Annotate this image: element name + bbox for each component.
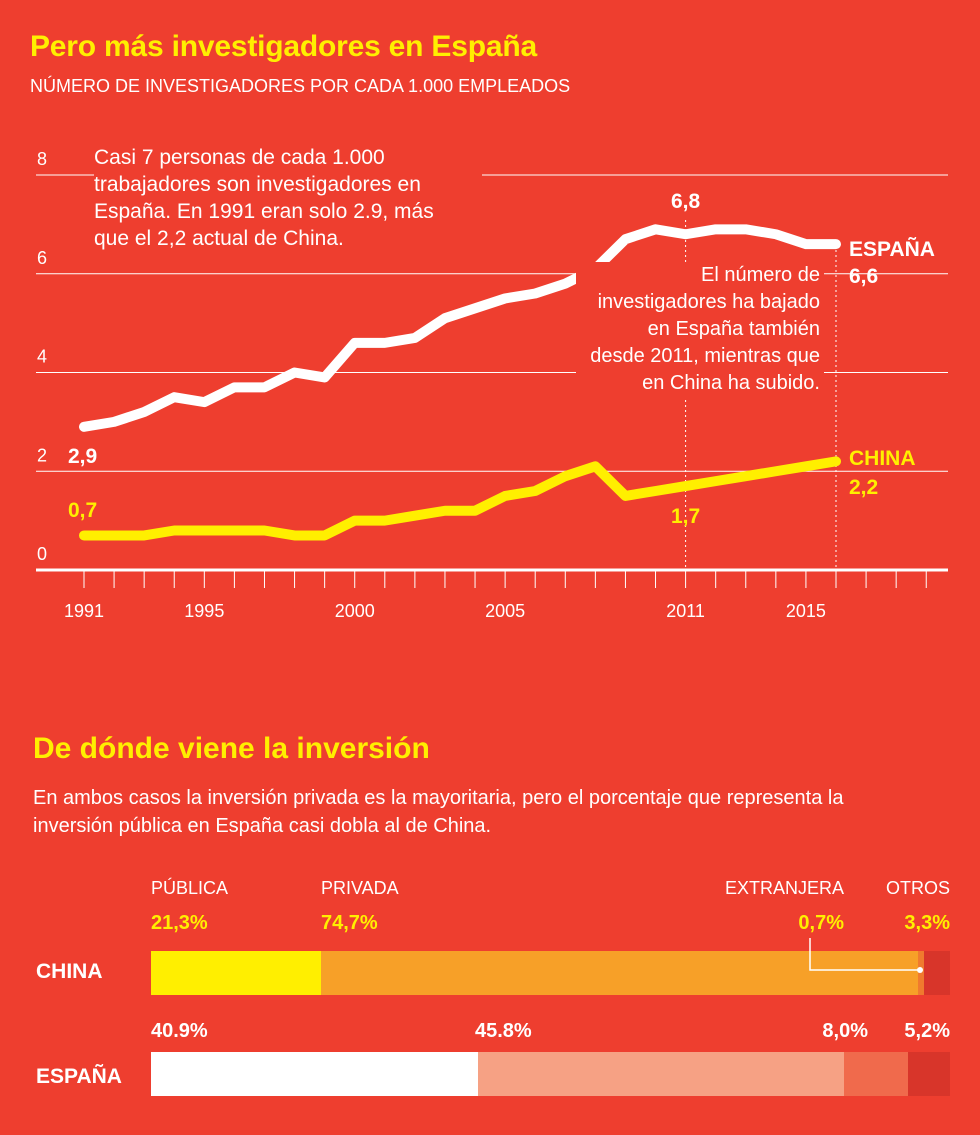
category-label-publica: PÚBLICA [151,878,229,898]
bar-segment-china-privada [321,951,919,995]
china-publica-value: 21,3% [151,912,208,934]
label-china-2011: 1,7 [671,505,700,528]
y-tick-label-4: 4 [37,347,47,367]
espana-privada-value: 45.8% [475,1020,532,1042]
stacked-bar-espana [151,1052,950,1096]
china-extranjera-value: 0,7% [798,912,844,934]
y-tick-label-0: 0 [37,544,47,564]
investment-title: De dónde viene la inversión [33,732,430,765]
category-label-extranjera: EXTRANJERA [724,878,844,898]
annotation-note-left: Casi 7 personas de cada 1.000 trabajador… [94,144,482,252]
label-espana-end: 6,6 [849,265,878,288]
label-espana-start: 2,9 [68,445,97,468]
x-tick-label-2015: 2015 [786,601,826,621]
bar-segment-espana-privada [478,1052,845,1096]
x-tick-label-1991: 1991 [64,601,104,621]
label-espana-peak: 6,8 [671,190,701,213]
y-tick-label-2: 2 [37,445,47,465]
chart-title: Pero más investigadores en España [30,30,537,63]
y-tick-label-8: 8 [37,149,47,169]
line-chart: 0 2 4 6 8 1991 1995 2000 2005 2011 2015 2,9 0,7 6,8 1,… [36,149,948,621]
category-label-privada: PRIVADA [321,878,399,898]
espana-extranjera-value: 8,0% [822,1020,868,1042]
x-tick-label-1995: 1995 [184,601,224,621]
china-otros-value: 3,3% [904,912,950,934]
bar-segment-china-publica [151,951,322,995]
stacked-bar-china [151,951,950,995]
y-tick-label-6: 6 [37,248,47,268]
series-line-espana [79,224,841,432]
row-label-espana: ESPAÑA [36,1065,122,1088]
bar-segment-china-otros [923,951,950,995]
espana-otros-value: 5,2% [904,1020,950,1042]
label-china-end: 2,2 [849,476,878,499]
x-tick-label-2011: 2011 [666,601,705,621]
bar-segment-espana-publica [151,1052,479,1096]
label-china-start: 0,7 [68,499,97,522]
espana-publica-value: 40.9% [151,1020,208,1042]
row-label-china: CHINA [36,960,103,983]
x-tick-label-2000: 2000 [335,601,375,621]
label-espana-series: ESPAÑA [849,238,935,261]
series-line-china [79,456,841,541]
annotation-note-right: El número de investigadores ha bajado en… [576,262,824,397]
bar-segment-china-extranjera [918,951,924,995]
label-china-series: CHINA [849,447,916,470]
investment-description: En ambos casos la inversión privada es l… [33,787,844,837]
china-privada-value: 74,7% [321,912,378,934]
bar-segment-espana-extranjera [844,1052,909,1096]
chart-subtitle: NÚMERO DE INVESTIGADORES POR CADA 1.000 … [30,76,571,96]
x-tick-label-2005: 2005 [485,601,525,621]
category-label-otros: OTROS [885,878,950,898]
bar-segment-espana-otros [908,1052,950,1096]
